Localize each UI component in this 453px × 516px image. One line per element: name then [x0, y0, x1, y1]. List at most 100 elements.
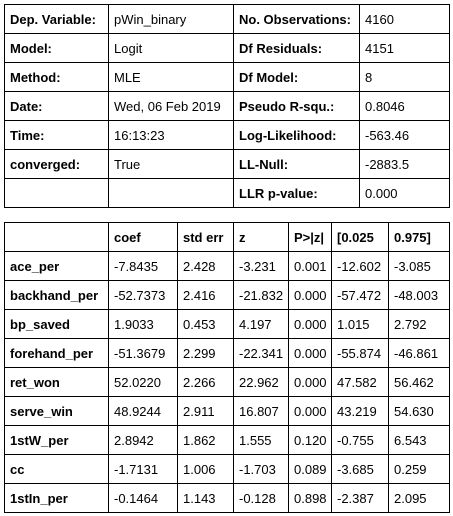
coef-value: 0.898	[288, 483, 332, 513]
coef-value: 47.582	[331, 367, 389, 397]
coefficient-table: coef std err z P>|z| [0.025 0.975] ace_per -7.…	[4, 222, 450, 513]
coef-value: 2.095	[388, 483, 450, 513]
coef-column-header: std err	[177, 222, 234, 252]
variable-name: bp_saved	[4, 309, 109, 339]
table-row: ret_won 52.0220 2.266 22.962 0.000 47.582 56.4…	[4, 367, 450, 397]
coef-column-header: 0.975]	[388, 222, 450, 252]
coef-value: 52.0220	[108, 367, 178, 397]
model-summary-body: Dep. Variable: pWin_binary No. Observation…	[4, 4, 450, 208]
coef-value: 2.416	[177, 280, 234, 310]
summary-row: Time: 16:13:23 Log-Likelihood: -563.46	[4, 120, 450, 150]
coef-value: 0.000	[288, 338, 332, 368]
coef-value: 56.462	[388, 367, 450, 397]
coef-value: 48.9244	[108, 396, 178, 426]
coef-value: 2.299	[177, 338, 234, 368]
coef-value: -7.8435	[108, 251, 178, 281]
summary-row: converged: True LL-Null: -2883.5	[4, 149, 450, 179]
coef-value: -3.685	[331, 454, 389, 484]
coef-column-header: coef	[108, 222, 178, 252]
summary-label: Date:	[4, 91, 109, 121]
coef-value: 1.015	[331, 309, 389, 339]
variable-name: 1stW_per	[4, 425, 109, 455]
coef-value: 16.807	[233, 396, 289, 426]
coef-value: 22.962	[233, 367, 289, 397]
coef-value: -2.387	[331, 483, 389, 513]
summary-label: Log-Likelihood:	[233, 120, 360, 150]
variable-name: ret_won	[4, 367, 109, 397]
coef-column-header: [0.025	[331, 222, 389, 252]
coefficient-table-body: ace_per -7.8435 2.428 -3.231 0.001 -12.602 -3.…	[4, 251, 450, 513]
table-row: bp_saved 1.9033 0.453 4.197 0.000 1.015 2.792	[4, 309, 450, 339]
summary-value: 4151	[359, 33, 450, 63]
summary-value: -563.46	[359, 120, 450, 150]
summary-label: converged:	[4, 149, 109, 179]
coef-column-header	[4, 222, 109, 252]
summary-row: Date: Wed, 06 Feb 2019 Pseudo R-squ.: 0.804…	[4, 91, 450, 121]
coef-value: -12.602	[331, 251, 389, 281]
coef-value: -3.231	[233, 251, 289, 281]
summary-value: pWin_binary	[108, 4, 234, 34]
summary-label: Df Residuals:	[233, 33, 360, 63]
coef-value: -21.832	[233, 280, 289, 310]
coefficient-table-header: coef std err z P>|z| [0.025 0.975]	[4, 222, 450, 252]
coef-value: 0.001	[288, 251, 332, 281]
summary-row: Dep. Variable: pWin_binary No. Observation…	[4, 4, 450, 34]
coef-value: -0.128	[233, 483, 289, 513]
coef-value: -52.7373	[108, 280, 178, 310]
coef-value: -57.472	[331, 280, 389, 310]
coef-value: -48.003	[388, 280, 450, 310]
variable-name: 1stIn_per	[4, 483, 109, 513]
coef-value: 1.143	[177, 483, 234, 513]
summary-value: 4160	[359, 4, 450, 34]
summary-label: Time:	[4, 120, 109, 150]
table-row: ace_per -7.8435 2.428 -3.231 0.001 -12.602 -3.…	[4, 251, 450, 281]
coef-value: 4.197	[233, 309, 289, 339]
coef-value: 0.453	[177, 309, 234, 339]
variable-name: backhand_per	[4, 280, 109, 310]
coef-value: -0.1464	[108, 483, 178, 513]
coef-value: -1.7131	[108, 454, 178, 484]
summary-value: 0.000	[359, 178, 450, 208]
summary-value	[108, 178, 234, 208]
coef-value: 2.428	[177, 251, 234, 281]
coef-value: 2.792	[388, 309, 450, 339]
coef-value: 0.120	[288, 425, 332, 455]
summary-label: No. Observations:	[233, 4, 360, 34]
summary-value: -2883.5	[359, 149, 450, 179]
table-row: 1stW_per 2.8942 1.862 1.555 0.120 -0.755 6.543	[4, 425, 450, 455]
coef-value: 0.259	[388, 454, 450, 484]
coef-value: -22.341	[233, 338, 289, 368]
table-row: cc -1.7131 1.006 -1.703 0.089 -3.685 0.259	[4, 454, 450, 484]
coef-value: -46.861	[388, 338, 450, 368]
coef-value: 43.219	[331, 396, 389, 426]
summary-value: Logit	[108, 33, 234, 63]
summary-value: True	[108, 149, 234, 179]
variable-name: cc	[4, 454, 109, 484]
summary-label	[4, 178, 109, 208]
coef-value: 0.089	[288, 454, 332, 484]
summary-row: Method: MLE Df Model: 8	[4, 62, 450, 92]
coef-value: 2.911	[177, 396, 234, 426]
summary-row: Model: Logit Df Residuals: 4151	[4, 33, 450, 63]
coef-value: -55.874	[331, 338, 389, 368]
summary-label: Method:	[4, 62, 109, 92]
table-row: forehand_per -51.3679 2.299 -22.341 0.000 -55…	[4, 338, 450, 368]
summary-label: Pseudo R-squ.:	[233, 91, 360, 121]
coef-value: 0.000	[288, 280, 332, 310]
summary-label: LL-Null:	[233, 149, 360, 179]
summary-value: MLE	[108, 62, 234, 92]
summary-label: LLR p-value:	[233, 178, 360, 208]
coef-value: 6.543	[388, 425, 450, 455]
table-row: serve_win 48.9244 2.911 16.807 0.000 43.219 54…	[4, 396, 450, 426]
coef-value: 0.000	[288, 367, 332, 397]
summary-value: 8	[359, 62, 450, 92]
coef-value: 54.630	[388, 396, 450, 426]
summary-label: Dep. Variable:	[4, 4, 109, 34]
variable-name: ace_per	[4, 251, 109, 281]
summary-value: 0.8046	[359, 91, 450, 121]
table-row: 1stIn_per -0.1464 1.143 -0.128 0.898 -2.387 2.…	[4, 483, 450, 513]
summary-value: 16:13:23	[108, 120, 234, 150]
coef-column-header: P>|z|	[288, 222, 332, 252]
coef-value: 2.266	[177, 367, 234, 397]
coef-value: -0.755	[331, 425, 389, 455]
